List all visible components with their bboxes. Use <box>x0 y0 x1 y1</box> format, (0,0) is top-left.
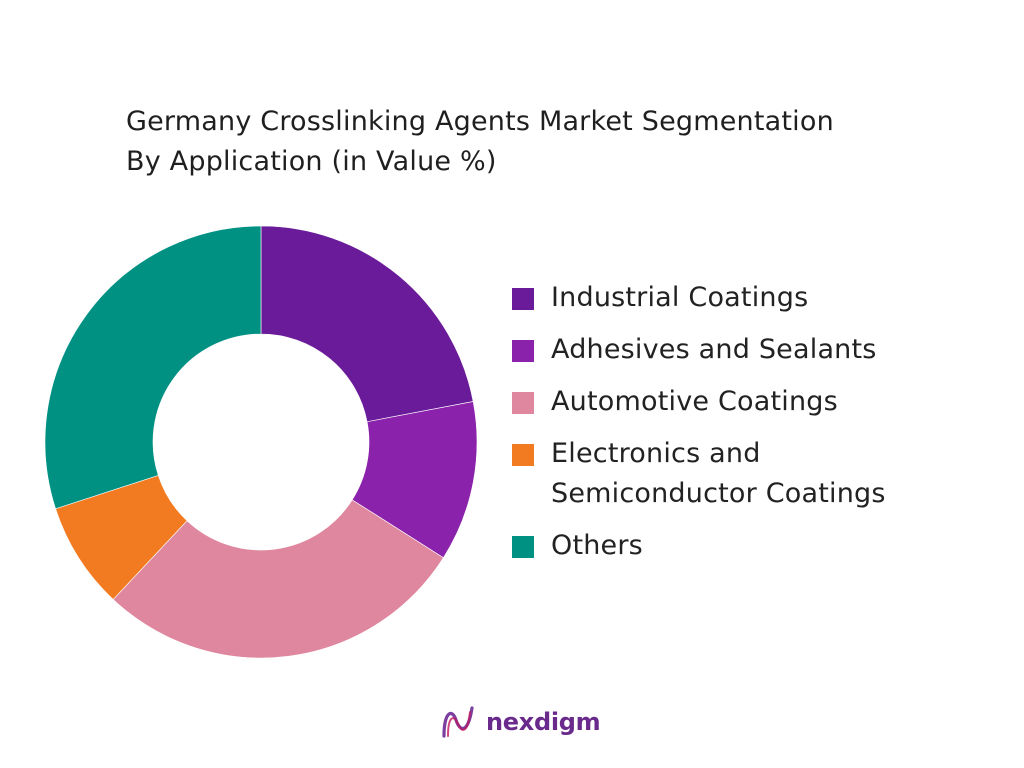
legend-swatch <box>512 444 534 466</box>
legend-swatch <box>512 288 534 310</box>
chart-title-line-1: Germany Crosslinking Agents Market Segme… <box>126 106 834 137</box>
legend-item-others: Others <box>512 526 992 566</box>
donut-slice-industrial-coatings <box>260 225 474 423</box>
legend-item-electronics-and-semiconductor-coatings: Electronics and Semiconductor Coatings <box>512 434 992 514</box>
chart-title: Germany Crosslinking Agents Market Segme… <box>126 102 946 182</box>
legend-label: Automotive Coatings <box>551 386 838 417</box>
chart-title-line-2: By Application (in Value %) <box>126 146 497 177</box>
legend-label: Industrial Coatings <box>551 282 809 313</box>
legend-swatch <box>512 340 534 362</box>
brand-logo: nexdigm <box>438 700 601 744</box>
legend-item-adhesives-and-sealants: Adhesives and Sealants <box>512 330 992 370</box>
nexdigm-wave-logo-icon <box>442 706 474 738</box>
legend-label: Electronics and Semiconductor Coatings <box>551 438 886 509</box>
chart-legend: Industrial Coatings Adhesives and Sealant… <box>512 278 992 578</box>
legend-swatch <box>512 392 534 414</box>
donut-slice-automotive-coatings <box>112 499 444 659</box>
legend-swatch <box>512 536 534 558</box>
legend-label: Adhesives and Sealants <box>551 334 877 365</box>
brand-name: nexdigm <box>486 708 601 736</box>
donut-slice-others <box>44 225 262 510</box>
legend-item-automotive-coatings: Automotive Coatings <box>512 382 992 422</box>
legend-item-industrial-coatings: Industrial Coatings <box>512 278 992 318</box>
legend-label: Others <box>551 530 643 561</box>
